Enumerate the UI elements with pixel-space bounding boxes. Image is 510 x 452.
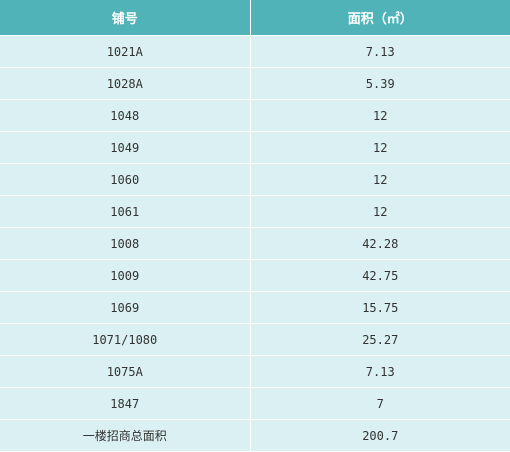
area-cell: 12 [250, 163, 510, 196]
table-row: 1048 12 [0, 99, 510, 132]
header-row: 铺号 面积（㎡） [0, 0, 510, 36]
area-cell: 5.39 [250, 67, 510, 100]
table-row: 1009 42.75 [0, 259, 510, 292]
table-row: 1061 12 [0, 195, 510, 228]
table-row: 1075A 7.13 [0, 355, 510, 388]
total-label-cell: 一楼招商总面积 [0, 419, 251, 452]
shop-number-cell: 1061 [0, 195, 251, 228]
shop-number-cell: 1847 [0, 387, 251, 420]
area-cell: 12 [250, 99, 510, 132]
area-cell: 7.13 [250, 355, 510, 388]
shop-number-cell: 1069 [0, 291, 251, 324]
area-cell: 42.28 [250, 227, 510, 260]
table-row: 1028A 5.39 [0, 67, 510, 100]
area-cell: 42.75 [250, 259, 510, 292]
shop-number-cell: 1075A [0, 355, 251, 388]
table-row: 1021A 7.13 [0, 35, 510, 68]
table-body: 1021A 7.13 1028A 5.39 1048 12 1049 12 10… [0, 35, 510, 452]
table-header: 铺号 面积（㎡） [0, 0, 510, 36]
table-row: 1071/1080 25.27 [0, 323, 510, 356]
shop-number-cell: 1028A [0, 67, 251, 100]
shop-number-cell: 1048 [0, 99, 251, 132]
area-cell: 12 [250, 131, 510, 164]
shop-number-cell: 1009 [0, 259, 251, 292]
area-cell: 25.27 [250, 323, 510, 356]
shop-number-cell: 1049 [0, 131, 251, 164]
table-row: 1049 12 [0, 131, 510, 164]
table-row: 1847 7 [0, 387, 510, 420]
shop-number-cell: 1008 [0, 227, 251, 260]
area-cell: 15.75 [250, 291, 510, 324]
table-row: 1060 12 [0, 163, 510, 196]
shop-number-cell: 1021A [0, 35, 251, 68]
table-row: 1069 15.75 [0, 291, 510, 324]
total-area-cell: 200.7 [250, 419, 510, 452]
shop-number-cell: 1071/1080 [0, 323, 251, 356]
shop-number-cell: 1060 [0, 163, 251, 196]
table-row: 1008 42.28 [0, 227, 510, 260]
total-row: 一楼招商总面积 200.7 [0, 419, 510, 452]
area-cell: 7 [250, 387, 510, 420]
column-header-shop-number: 铺号 [0, 0, 251, 36]
column-header-area: 面积（㎡） [250, 0, 510, 36]
area-cell: 12 [250, 195, 510, 228]
area-cell: 7.13 [250, 35, 510, 68]
